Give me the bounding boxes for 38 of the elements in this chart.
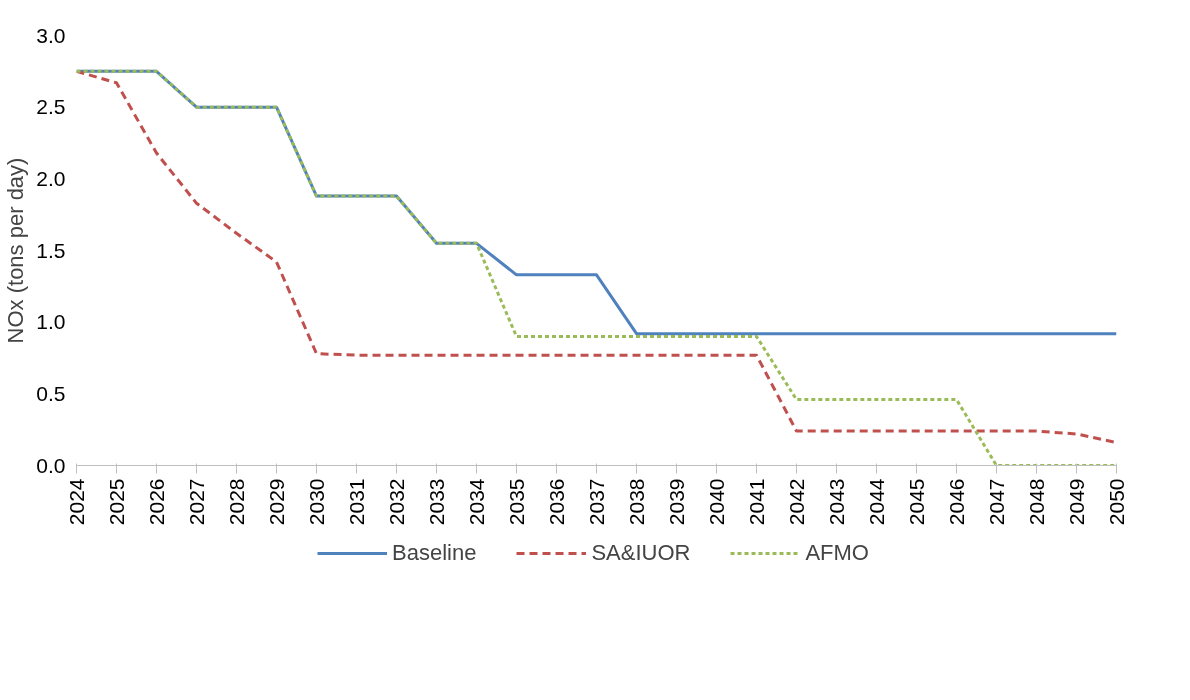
x-tick-label: 2024 bbox=[64, 478, 88, 526]
x-tick-label: 2049 bbox=[1064, 478, 1088, 526]
legend-label: SA&IUOR bbox=[591, 540, 691, 566]
y-tick-label: 2.5 bbox=[36, 95, 66, 119]
y-tick-label: 1.5 bbox=[36, 238, 66, 262]
y-tick-label: 3.0 bbox=[36, 23, 66, 47]
x-tick-label: 2047 bbox=[984, 478, 1008, 526]
x-tick-label: 2025 bbox=[104, 478, 128, 526]
x-tick-label: 2044 bbox=[864, 478, 888, 526]
x-tick-label: 2046 bbox=[944, 478, 968, 526]
x-tick-label: 2034 bbox=[464, 478, 488, 526]
x-tick-label: 2039 bbox=[664, 478, 688, 526]
x-tick-label: 2048 bbox=[1024, 478, 1048, 526]
x-tick-label: 2033 bbox=[424, 478, 448, 526]
legend-label: AFMO bbox=[805, 540, 869, 566]
x-tick-label: 2027 bbox=[184, 478, 208, 526]
x-tick-label: 2041 bbox=[744, 478, 768, 526]
x-tick-label: 2026 bbox=[144, 478, 168, 526]
x-tick-label: 2037 bbox=[584, 478, 608, 526]
x-tick-label: 2031 bbox=[344, 478, 368, 526]
x-tick-label: 2050 bbox=[1104, 478, 1128, 526]
x-tick-label: 2036 bbox=[544, 478, 568, 526]
x-tick-label: 2035 bbox=[504, 478, 528, 526]
x-tick-label: 2028 bbox=[224, 478, 248, 526]
x-tick-label: 2040 bbox=[704, 478, 728, 526]
y-tick-label: 0.5 bbox=[36, 381, 66, 405]
x-tick-label: 2038 bbox=[624, 478, 648, 526]
y-tick-label: 0.0 bbox=[36, 453, 66, 477]
y-tick-label: 1.0 bbox=[36, 310, 66, 334]
x-tick-label: 2042 bbox=[784, 478, 808, 526]
x-tick-label: 2030 bbox=[304, 478, 328, 526]
y-tick-label: 2.0 bbox=[36, 166, 66, 190]
x-tick-label: 2045 bbox=[904, 478, 928, 526]
y-axis-title: NOx (tons per day) bbox=[3, 157, 29, 344]
legend-label: Baseline bbox=[392, 540, 477, 566]
x-tick-label: 2029 bbox=[264, 478, 288, 526]
x-tick-label: 2043 bbox=[824, 478, 848, 526]
x-tick-label: 2032 bbox=[384, 478, 408, 526]
